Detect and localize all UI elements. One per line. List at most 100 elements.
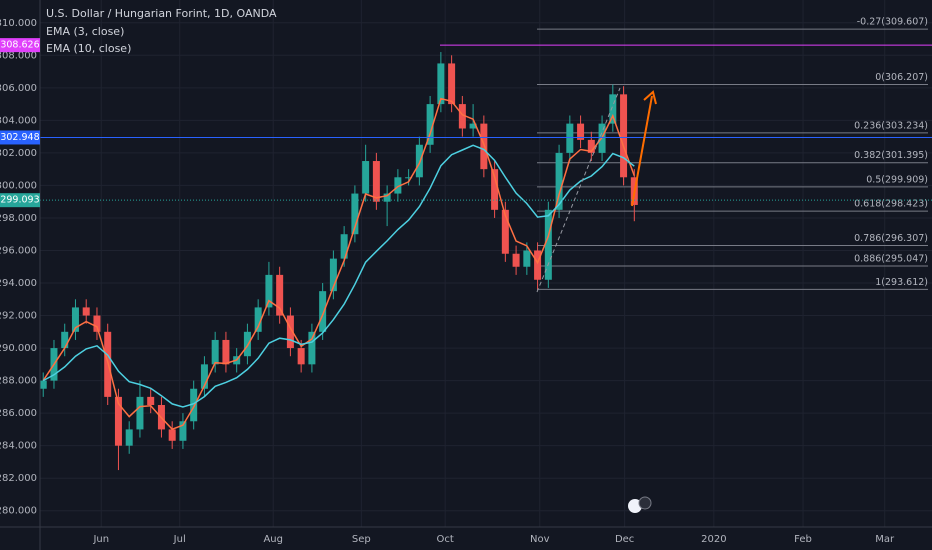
candle-body xyxy=(254,307,262,332)
fib-label: 0.886(295.047) xyxy=(854,253,928,264)
price-tag xyxy=(0,38,40,53)
candle-body xyxy=(265,274,273,308)
price-tag-label: 299.093 xyxy=(0,195,39,206)
price-tag xyxy=(0,193,40,208)
forecast-arrow xyxy=(631,95,653,207)
fib-label: 0.5(299.909) xyxy=(866,174,928,185)
candle-body xyxy=(276,274,284,316)
candle-body xyxy=(448,63,456,105)
candle-body xyxy=(243,331,251,357)
ema-line xyxy=(42,97,636,431)
fib-label: -0.27(309.607) xyxy=(857,17,928,28)
y-tick-label: 296.000 xyxy=(0,245,37,256)
event-icon[interactable] xyxy=(628,499,642,513)
candle-body xyxy=(136,396,144,430)
candle-body xyxy=(82,307,90,316)
x-tick-label: Nov xyxy=(530,534,550,545)
y-tick-label: 290.000 xyxy=(0,343,37,354)
fib-label: 0.618(298.423) xyxy=(854,199,928,210)
fib-label: 1(293.612) xyxy=(875,277,928,288)
candle-body xyxy=(179,421,187,441)
fib-label: 0.236(303.234) xyxy=(854,120,928,131)
candle-body xyxy=(71,307,79,332)
candle-body xyxy=(523,250,531,267)
x-tick-label: Oct xyxy=(437,534,454,545)
candle-body xyxy=(372,161,380,202)
candle-body xyxy=(319,291,327,332)
x-tick-label: Mar xyxy=(875,534,895,545)
plot xyxy=(39,44,932,471)
legend-entry: EMA (10, close) xyxy=(46,42,131,55)
price-tag-label: 302.948 xyxy=(0,132,39,143)
price-axis xyxy=(0,0,40,527)
candle-body xyxy=(620,94,628,178)
candle-body xyxy=(93,315,101,332)
candle-body xyxy=(609,94,617,124)
candle-body xyxy=(577,123,585,140)
y-tick-label: 282.000 xyxy=(0,473,37,484)
candle-body xyxy=(469,123,477,129)
x-tick-label: Aug xyxy=(263,534,283,545)
y-tick-label: 280.000 xyxy=(0,506,37,517)
y-tick-label: 308.000 xyxy=(0,50,37,61)
candle-body xyxy=(329,258,337,292)
candle-body xyxy=(200,364,208,389)
y-tick-label: 288.000 xyxy=(0,376,37,387)
candle-body xyxy=(426,104,434,145)
x-tick-label: Sep xyxy=(352,534,371,545)
event-icon[interactable] xyxy=(638,496,652,510)
price-tag-label: 308.626 xyxy=(0,40,39,51)
candle-body xyxy=(61,331,69,349)
x-tick-label: Jun xyxy=(92,534,109,545)
y-tick-label: 286.000 xyxy=(0,408,37,419)
legend: U.S. Dollar / Hungarian Forint, 1D, OAND… xyxy=(46,7,277,55)
x-tick-label: 2020 xyxy=(701,534,726,545)
candle-body xyxy=(190,388,198,422)
chart-title: U.S. Dollar / Hungarian Forint, 1D, OAND… xyxy=(46,7,277,20)
candle-body xyxy=(437,63,445,105)
candle-body xyxy=(415,144,423,178)
candle-body xyxy=(222,339,230,365)
y-tick-label: 304.000 xyxy=(0,115,37,126)
price-tag xyxy=(0,130,40,145)
y-tick-label: 294.000 xyxy=(0,278,37,289)
y-tick-label: 284.000 xyxy=(0,441,37,452)
candle-body xyxy=(286,315,294,349)
fib-label: 0.786(296.307) xyxy=(854,233,928,244)
y-tick-label: 302.000 xyxy=(0,148,37,159)
ema-line xyxy=(42,144,635,408)
candle-body xyxy=(147,396,155,406)
y-tick-label: 298.000 xyxy=(0,213,37,224)
trend-line xyxy=(536,87,621,293)
y-tick-label: 292.000 xyxy=(0,311,37,322)
candle-body xyxy=(458,104,466,129)
candle-body xyxy=(125,429,133,446)
candle-body xyxy=(308,331,316,365)
grid xyxy=(40,0,932,527)
candle-body xyxy=(168,429,176,441)
axes: 280.000 282.000 284.000 286.000 288.000 290.0… xyxy=(0,18,895,545)
x-tick-label: Jul xyxy=(173,534,186,545)
legend-entry: EMA (3, close) xyxy=(46,25,124,38)
candle-body xyxy=(534,250,542,280)
candle-body xyxy=(544,209,552,280)
y-tick-label: 310.000 xyxy=(0,18,37,29)
candle-body xyxy=(211,339,219,365)
fib-label: 0(306.207) xyxy=(875,72,928,83)
candle-body xyxy=(405,177,413,179)
candle-body xyxy=(501,209,509,254)
arrow-head xyxy=(643,90,657,105)
candle-body xyxy=(394,177,402,194)
candle-body xyxy=(491,169,499,210)
candle-body xyxy=(114,396,122,446)
candle-body xyxy=(340,234,348,259)
y-tick-label: 300.000 xyxy=(0,180,37,191)
candle-body xyxy=(512,253,520,267)
candle-body xyxy=(566,123,574,153)
fib-label: 0.382(301.395) xyxy=(854,150,928,161)
y-tick-label: 306.000 xyxy=(0,83,37,94)
candle-body xyxy=(555,152,563,210)
candle-body xyxy=(39,380,47,389)
